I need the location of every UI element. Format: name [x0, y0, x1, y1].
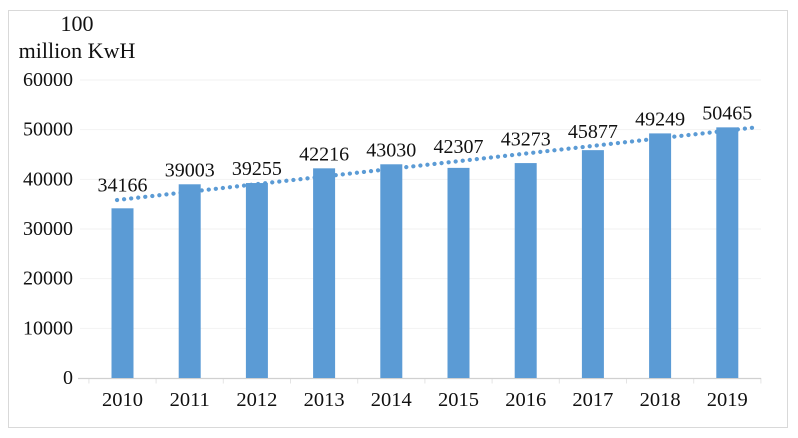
y-axis-tick-label: 30000	[23, 218, 73, 240]
trendline	[114, 125, 760, 203]
x-axis-year-label: 2018	[640, 389, 681, 411]
y-axis-unit-line2: million KwH	[18, 38, 136, 63]
bar-value-label: 45877	[568, 121, 618, 143]
bar	[581, 150, 604, 378]
bar	[649, 133, 672, 378]
x-axis-year-label: 2013	[304, 389, 345, 411]
bar	[178, 184, 201, 378]
x-axis-year-label: 2016	[505, 389, 546, 411]
bar-value-label: 34166	[98, 174, 148, 196]
bar-value-label: 50465	[702, 102, 752, 124]
y-axis-tick-label: 60000	[23, 69, 73, 91]
bar	[111, 208, 134, 378]
y-axis-tick-label: 0	[63, 367, 73, 389]
x-axis-year-label: 2010	[102, 389, 143, 411]
x-axis-year-label: 2017	[572, 389, 613, 411]
y-axis-tick-label: 40000	[23, 168, 73, 190]
bar	[313, 168, 336, 378]
x-axis-year-label: 2012	[236, 389, 277, 411]
y-axis-unit-label: 100 million KwH	[18, 10, 136, 64]
bar-value-label: 39003	[165, 159, 215, 181]
bar	[716, 127, 739, 378]
y-axis-unit-line1: 100	[60, 11, 94, 36]
x-axis-year-label: 2015	[438, 389, 479, 411]
x-axis-year-label: 2019	[707, 389, 748, 411]
x-axis-year-label: 2014	[371, 389, 412, 411]
bar-value-label: 42216	[299, 143, 349, 165]
bar-value-label: 43030	[366, 139, 416, 161]
bar-value-label: 42307	[434, 136, 484, 158]
x-axis-year-label: 2011	[170, 389, 210, 411]
y-axis-tick-label: 50000	[23, 119, 73, 141]
y-axis-tick-label: 20000	[23, 268, 73, 290]
y-axis-tick-label: 10000	[23, 317, 73, 339]
bar-value-label: 49249	[635, 108, 685, 130]
bar	[514, 163, 537, 378]
bar	[245, 183, 268, 378]
bar-value-label: 43273	[501, 129, 551, 151]
bar-value-label: 39255	[232, 158, 282, 180]
bar	[380, 164, 403, 378]
bar	[447, 167, 470, 378]
